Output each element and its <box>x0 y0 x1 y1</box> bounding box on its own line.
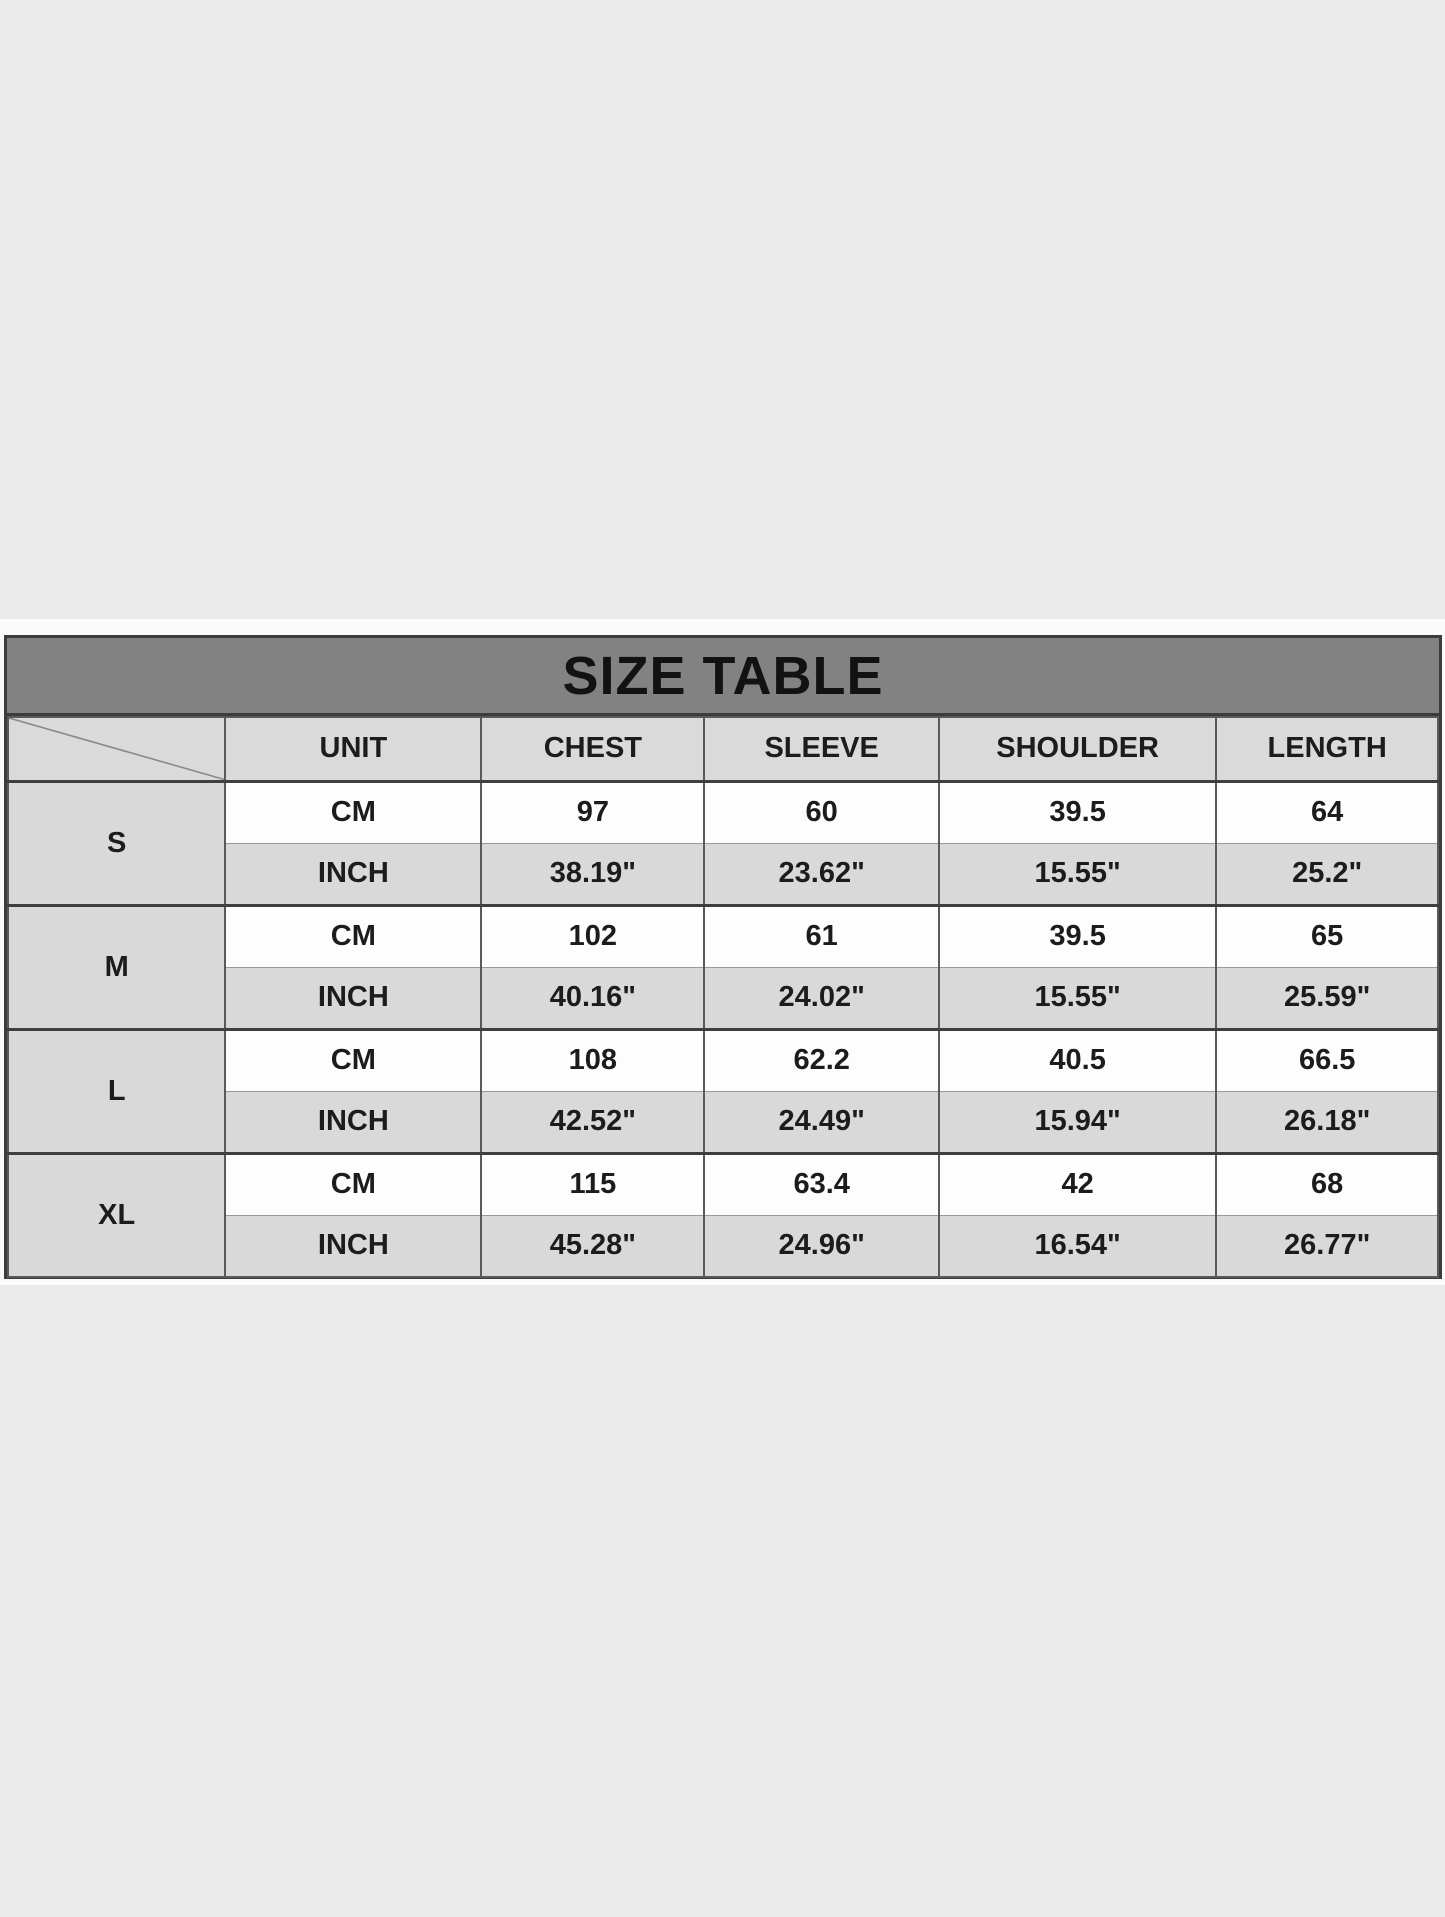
value-s-cm-length: 64 <box>1215 779 1439 844</box>
value-m-cm-chest: 102 <box>480 903 706 968</box>
value-m-cm-shoulder: 39.5 <box>937 903 1218 968</box>
row-l-inch: INCH 42.52" 24.49" 15.94" 26.18" <box>8 1090 1439 1154</box>
row-xl-inch: INCH 45.28" 24.96" 16.54" 26.77" <box>8 1214 1439 1278</box>
value-l-cm-sleeve: 62.2 <box>703 1027 940 1092</box>
value-l-inch-sleeve: 24.49" <box>703 1090 940 1154</box>
unit-label-cm: CM <box>224 1151 483 1216</box>
value-m-cm-length: 65 <box>1215 903 1439 968</box>
row-l-cm: L CM 108 62.2 40.5 66.5 <box>6 1027 1439 1154</box>
value-m-inch-sleeve: 24.02" <box>703 966 940 1030</box>
value-m-inch-length: 25.59" <box>1215 966 1439 1030</box>
size-table-title-band: SIZE TABLE <box>7 638 1439 716</box>
value-xl-inch-shoulder: 16.54" <box>937 1214 1218 1278</box>
value-s-cm-sleeve: 60 <box>703 779 940 844</box>
row-s-inch: INCH 38.19" 23.62" 15.55" 25.2" <box>8 842 1439 906</box>
value-xl-inch-length: 26.77" <box>1215 1214 1439 1278</box>
value-xl-inch-sleeve: 24.96" <box>703 1214 940 1278</box>
size-label-xl: XL <box>6 1151 227 1278</box>
size-table-title: SIZE TABLE <box>562 645 884 706</box>
size-unit-diagonal-cell <box>6 716 227 783</box>
value-xl-cm-chest: 115 <box>480 1151 706 1216</box>
value-xl-cm-length: 68 <box>1215 1151 1439 1216</box>
value-l-inch-chest: 42.52" <box>480 1090 706 1154</box>
unit-label-cm: CM <box>224 903 483 968</box>
value-m-inch-chest: 40.16" <box>480 966 706 1030</box>
unit-label-inch: INCH <box>224 1090 483 1154</box>
value-s-inch-shoulder: 15.55" <box>937 842 1218 906</box>
column-header-unit: UNIT <box>224 716 483 783</box>
size-table-grid: UNIT CHEST SLEEVE SHOULDER LENGTH S CM 9… <box>6 716 1439 1278</box>
unit-label-inch: INCH <box>224 1214 483 1278</box>
row-m-cm: M CM 102 61 39.5 65 <box>6 903 1439 1030</box>
size-label-l: L <box>6 1027 227 1154</box>
column-header-chest: CHEST <box>480 716 706 783</box>
value-l-cm-chest: 108 <box>480 1027 706 1092</box>
value-xl-cm-sleeve: 63.4 <box>703 1151 940 1216</box>
value-xl-inch-chest: 45.28" <box>480 1214 706 1278</box>
unit-label-inch: INCH <box>224 842 483 906</box>
value-s-cm-chest: 97 <box>480 779 706 844</box>
value-l-cm-length: 66.5 <box>1215 1027 1439 1092</box>
unit-label-inch: INCH <box>224 966 483 1030</box>
value-s-inch-length: 25.2" <box>1215 842 1439 906</box>
size-label-m: M <box>6 903 227 1030</box>
size-table: SIZE TABLE UNIT CHEST SLEEVE SHOULDER <box>4 635 1442 1279</box>
value-s-inch-chest: 38.19" <box>480 842 706 906</box>
row-m-inch: INCH 40.16" 24.02" 15.55" 25.59" <box>8 966 1439 1030</box>
value-s-inch-sleeve: 23.62" <box>703 842 940 906</box>
value-s-cm-shoulder: 39.5 <box>937 779 1218 844</box>
column-header-shoulder: SHOULDER <box>937 716 1218 783</box>
size-label-s: S <box>6 779 227 906</box>
value-l-inch-shoulder: 15.94" <box>937 1090 1218 1154</box>
column-header-length: LENGTH <box>1215 716 1439 783</box>
value-l-cm-shoulder: 40.5 <box>937 1027 1218 1092</box>
unit-label-cm: CM <box>224 779 483 844</box>
header-row: UNIT CHEST SLEEVE SHOULDER LENGTH <box>6 716 1439 783</box>
row-s-cm: S CM 97 60 39.5 64 <box>6 779 1439 906</box>
row-xl-cm: XL CM 115 63.4 42 68 <box>6 1151 1439 1278</box>
unit-label-cm: CM <box>224 1027 483 1092</box>
value-l-inch-length: 26.18" <box>1215 1090 1439 1154</box>
diagonal-line-icon <box>9 718 224 780</box>
value-xl-cm-shoulder: 42 <box>937 1151 1218 1216</box>
value-m-cm-sleeve: 61 <box>703 903 940 968</box>
column-header-sleeve: SLEEVE <box>703 716 940 783</box>
value-m-inch-shoulder: 15.55" <box>937 966 1218 1030</box>
